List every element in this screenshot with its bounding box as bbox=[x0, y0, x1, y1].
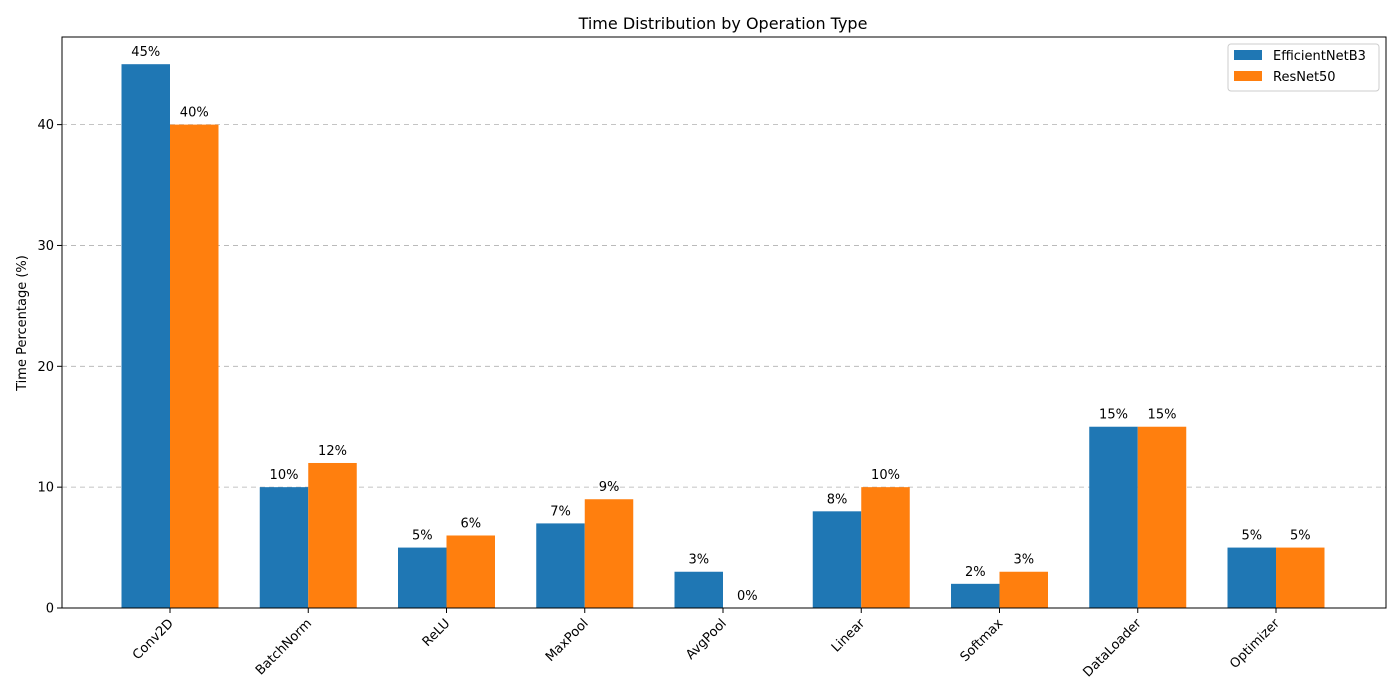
legend-label: EfficientNetB3 bbox=[1273, 49, 1366, 64]
data-label: 45% bbox=[131, 45, 160, 60]
y-tick-label: 30 bbox=[37, 239, 54, 254]
data-label: 12% bbox=[318, 444, 347, 459]
bar-resnet50-maxpool bbox=[584, 499, 634, 608]
y-tick-label: 20 bbox=[37, 360, 54, 375]
bar-efficientnetb3-avgpool bbox=[674, 571, 723, 608]
legend: EfficientNetB3 ResNet50 bbox=[1227, 43, 1380, 92]
data-label: 3% bbox=[688, 553, 709, 568]
bar-efficientnetb3-optimizer bbox=[1227, 547, 1276, 608]
data-label: 10% bbox=[270, 468, 299, 483]
x-tick-label: Linear bbox=[829, 616, 869, 656]
legend-swatch bbox=[1234, 71, 1262, 81]
bar-resnet50-linear bbox=[861, 487, 910, 608]
data-labels: 45% 10% 5% 7% 3% 8% 2% 15% 5% 40% 12% 6% 9% 0% 10% 3% 15… bbox=[131, 45, 1310, 604]
bars bbox=[121, 64, 1325, 608]
bar-resnet50-optimizer bbox=[1276, 547, 1325, 608]
plot-frame bbox=[61, 36, 1387, 609]
x-tick-label: Softmax bbox=[958, 616, 1007, 665]
bar-efficientnetb3-conv2d bbox=[121, 64, 170, 608]
chart-title: Time Distribution by Operation Type bbox=[578, 14, 868, 33]
bar-resnet50-softmax bbox=[999, 571, 1048, 608]
y-tick-label: 40 bbox=[37, 118, 54, 133]
data-label: 5% bbox=[1241, 529, 1262, 544]
bar-efficientnetb3-batchnorm bbox=[259, 487, 309, 608]
data-label: 0% bbox=[737, 589, 758, 604]
bar-efficientnetb3-maxpool bbox=[536, 523, 585, 608]
legend-label: ResNet50 bbox=[1273, 70, 1336, 85]
bar-efficientnetb3-softmax bbox=[951, 583, 1000, 608]
y-tick-label: 0 bbox=[46, 602, 54, 617]
bar-resnet50-dataloader bbox=[1137, 426, 1187, 608]
x-tick-label: DataLoader bbox=[1081, 616, 1146, 681]
data-label: 7% bbox=[550, 504, 571, 519]
bar-resnet50-relu bbox=[446, 535, 495, 608]
bar-resnet50-batchnorm bbox=[308, 462, 357, 608]
data-label: 9% bbox=[599, 480, 620, 495]
data-label: 6% bbox=[460, 516, 481, 531]
legend-swatch bbox=[1234, 50, 1262, 60]
x-tick-label: MaxPool bbox=[543, 616, 592, 665]
x-tick-label: Conv2D bbox=[130, 616, 177, 663]
bar-efficientnetb3-dataloader bbox=[1089, 426, 1138, 608]
bar-efficientnetb3-relu bbox=[398, 547, 447, 608]
data-label: 8% bbox=[827, 492, 848, 507]
data-label: 3% bbox=[1013, 553, 1034, 568]
data-label: 5% bbox=[412, 529, 433, 544]
x-tick-label: ReLU bbox=[420, 616, 454, 650]
y-tick-label: 10 bbox=[37, 481, 54, 496]
data-label: 2% bbox=[965, 565, 986, 580]
gridlines bbox=[62, 124, 1386, 488]
data-label: 15% bbox=[1148, 408, 1177, 423]
data-label: 15% bbox=[1099, 408, 1128, 423]
x-tick-label: AvgPool bbox=[683, 616, 730, 663]
data-label: 5% bbox=[1290, 529, 1311, 544]
x-tick-label: Optimizer bbox=[1227, 616, 1283, 672]
bar-resnet50-conv2d bbox=[170, 124, 219, 608]
data-label: 40% bbox=[180, 106, 209, 121]
y-axis-label: Time Percentage (%) bbox=[15, 255, 30, 392]
bar-efficientnetb3-linear bbox=[812, 511, 862, 608]
data-label: 10% bbox=[871, 468, 900, 483]
x-tick-label: BatchNorm bbox=[253, 616, 315, 678]
legend-box bbox=[1227, 43, 1380, 92]
